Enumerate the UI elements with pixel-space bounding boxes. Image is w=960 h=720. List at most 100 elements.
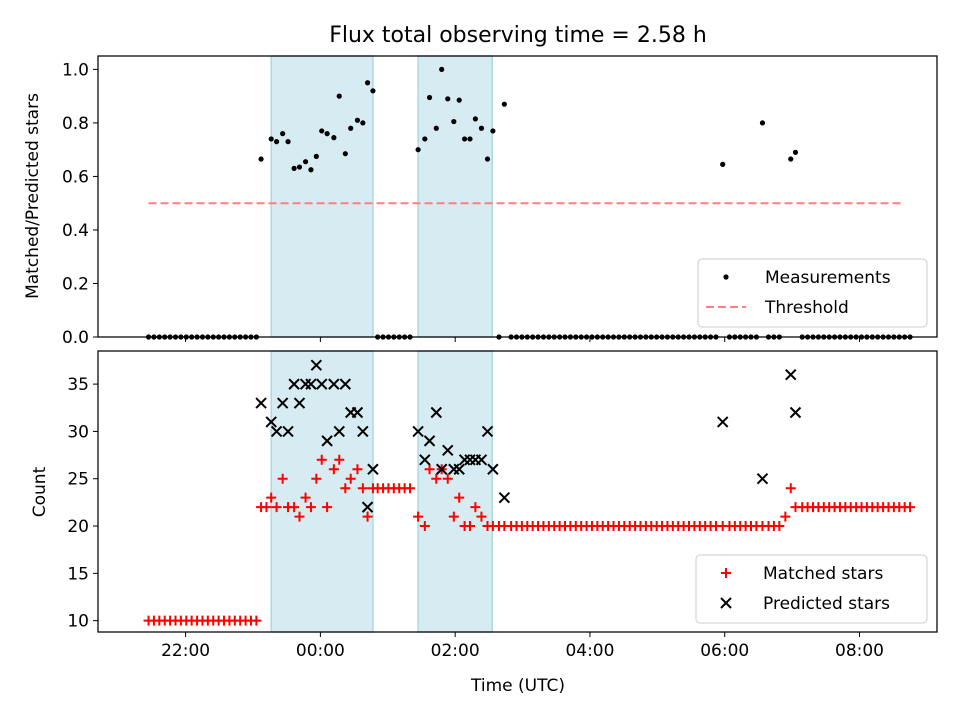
ratio-y-ticks: 0.0 0.2 0.4 0.6 0.8 1.0	[62, 60, 98, 348]
matched-star-point	[271, 502, 282, 513]
matched-star-point	[277, 473, 288, 484]
measurement-point	[258, 156, 264, 162]
matched-star-point	[470, 502, 481, 513]
y-tick-label: 1.0	[62, 60, 89, 80]
predicted-star-point	[785, 368, 797, 381]
legend-label: Matched stars	[763, 564, 883, 584]
legend-matched-marker	[721, 568, 731, 578]
measurement-point	[759, 120, 766, 126]
matched-star-point	[289, 502, 300, 513]
measurement-point	[472, 116, 478, 122]
predicted-star-point	[361, 501, 374, 513]
measurement-point	[461, 136, 468, 142]
x-axis-label: Time (UTC)	[470, 676, 565, 696]
predicted-star-point	[333, 425, 345, 438]
matched-star-point	[780, 511, 791, 522]
measurement-point	[478, 125, 485, 131]
measurement-point	[280, 131, 286, 137]
matched-star-point	[413, 511, 424, 522]
predicted-star-point	[293, 397, 306, 409]
ratio-panel: 0.0 0.2 0.4 0.6 0.8 1.0 Matched/Predicted sta…	[23, 55, 938, 348]
matched-star-point	[345, 473, 356, 484]
matched-star-point	[328, 464, 339, 475]
predicted-star-point	[321, 435, 333, 447]
predicted-star-point	[288, 378, 300, 390]
matched-star-point	[362, 511, 373, 522]
measurement-point	[273, 139, 280, 145]
matched-star-point	[785, 483, 796, 494]
predicted-star-point	[351, 406, 364, 419]
x-tick-label: 00:00	[296, 641, 345, 661]
matched-star-point	[774, 521, 785, 532]
y-tick-label: 10	[67, 612, 89, 632]
matched-star-point	[464, 521, 475, 532]
measurement-point	[268, 136, 274, 142]
measurement-point	[439, 66, 445, 72]
count-x-ticks: 22:00 00:00 02:00 04:00 06:00 08:00	[161, 632, 884, 661]
y-tick-label: 25	[67, 470, 89, 490]
observing-band-1	[270, 350, 374, 633]
measurement-point	[285, 139, 291, 145]
y-tick-label: 20	[67, 517, 89, 537]
matched-star-point	[261, 502, 272, 513]
predicted-star-point	[328, 378, 340, 390]
matched-star-point	[305, 502, 316, 513]
measurement-point	[360, 120, 366, 126]
predicted-star-point	[316, 378, 328, 390]
measurement-point	[308, 167, 314, 173]
y-tick-label: 0.0	[62, 328, 89, 348]
count-axes-frame	[97, 350, 938, 633]
measurement-point	[364, 80, 371, 86]
y-tick-label: 35	[67, 375, 89, 395]
matched-star-point	[476, 511, 487, 522]
predicted-star-point	[481, 425, 494, 438]
matched-star-point	[316, 454, 327, 465]
count-panel: 10 15 20 25 30 35 22:00 00:00 02:00 04:00 06:00 08…	[30, 350, 938, 696]
y-tick-label: 0.4	[62, 221, 89, 241]
x-tick-label: 22:00	[161, 641, 210, 661]
predicted-star-point	[255, 397, 267, 409]
matched-star-point	[424, 464, 435, 475]
matched-star-point	[294, 511, 305, 522]
predicted-star-point	[367, 463, 379, 475]
ratio-legend: Measurements Threshold	[697, 258, 928, 328]
predicted-star-point	[412, 425, 424, 438]
observing-band-2	[417, 350, 493, 633]
measurement-point	[484, 156, 491, 162]
count-legend: Matched stars Predicted stars	[695, 554, 928, 624]
measurement-point	[313, 153, 319, 159]
measurement-point	[331, 135, 337, 141]
predicted-star-point	[435, 463, 448, 475]
predicted-star-point	[756, 473, 769, 485]
matched-star-point	[334, 454, 345, 465]
legend-predicted-marker	[720, 597, 732, 609]
measurement-point	[296, 164, 303, 170]
matched-star-point	[454, 492, 465, 503]
matched-star-point	[419, 521, 430, 532]
predicted-star-point	[310, 359, 323, 371]
count-points	[143, 359, 916, 626]
matched-star-point	[311, 473, 322, 484]
x-tick-label: 04:00	[565, 641, 614, 661]
predicted-star-point	[498, 491, 511, 504]
measurement-point	[426, 94, 433, 101]
measurement-point	[348, 125, 354, 131]
observing-intervals	[270, 350, 493, 633]
matched-star-point	[357, 483, 368, 494]
predicted-star-point	[419, 454, 431, 466]
legend-label: Threshold	[764, 298, 849, 318]
matched-star-point	[405, 483, 416, 494]
measurement-point	[792, 149, 799, 155]
measurement-point	[490, 128, 496, 134]
measurement-point	[788, 156, 794, 162]
count-y-axis-label: Count	[30, 466, 50, 517]
matched-star-point	[322, 502, 333, 513]
observing-band-1	[270, 55, 374, 338]
legend-label: Measurements	[765, 268, 891, 288]
predicted-star-point	[453, 463, 465, 475]
predicted-star-point	[270, 425, 283, 438]
x-tick-label: 08:00	[835, 641, 884, 661]
count-y-ticks: 10 15 20 25 30 35	[67, 375, 98, 632]
y-tick-label: 0.8	[62, 114, 89, 134]
predicted-star-point	[487, 463, 499, 475]
